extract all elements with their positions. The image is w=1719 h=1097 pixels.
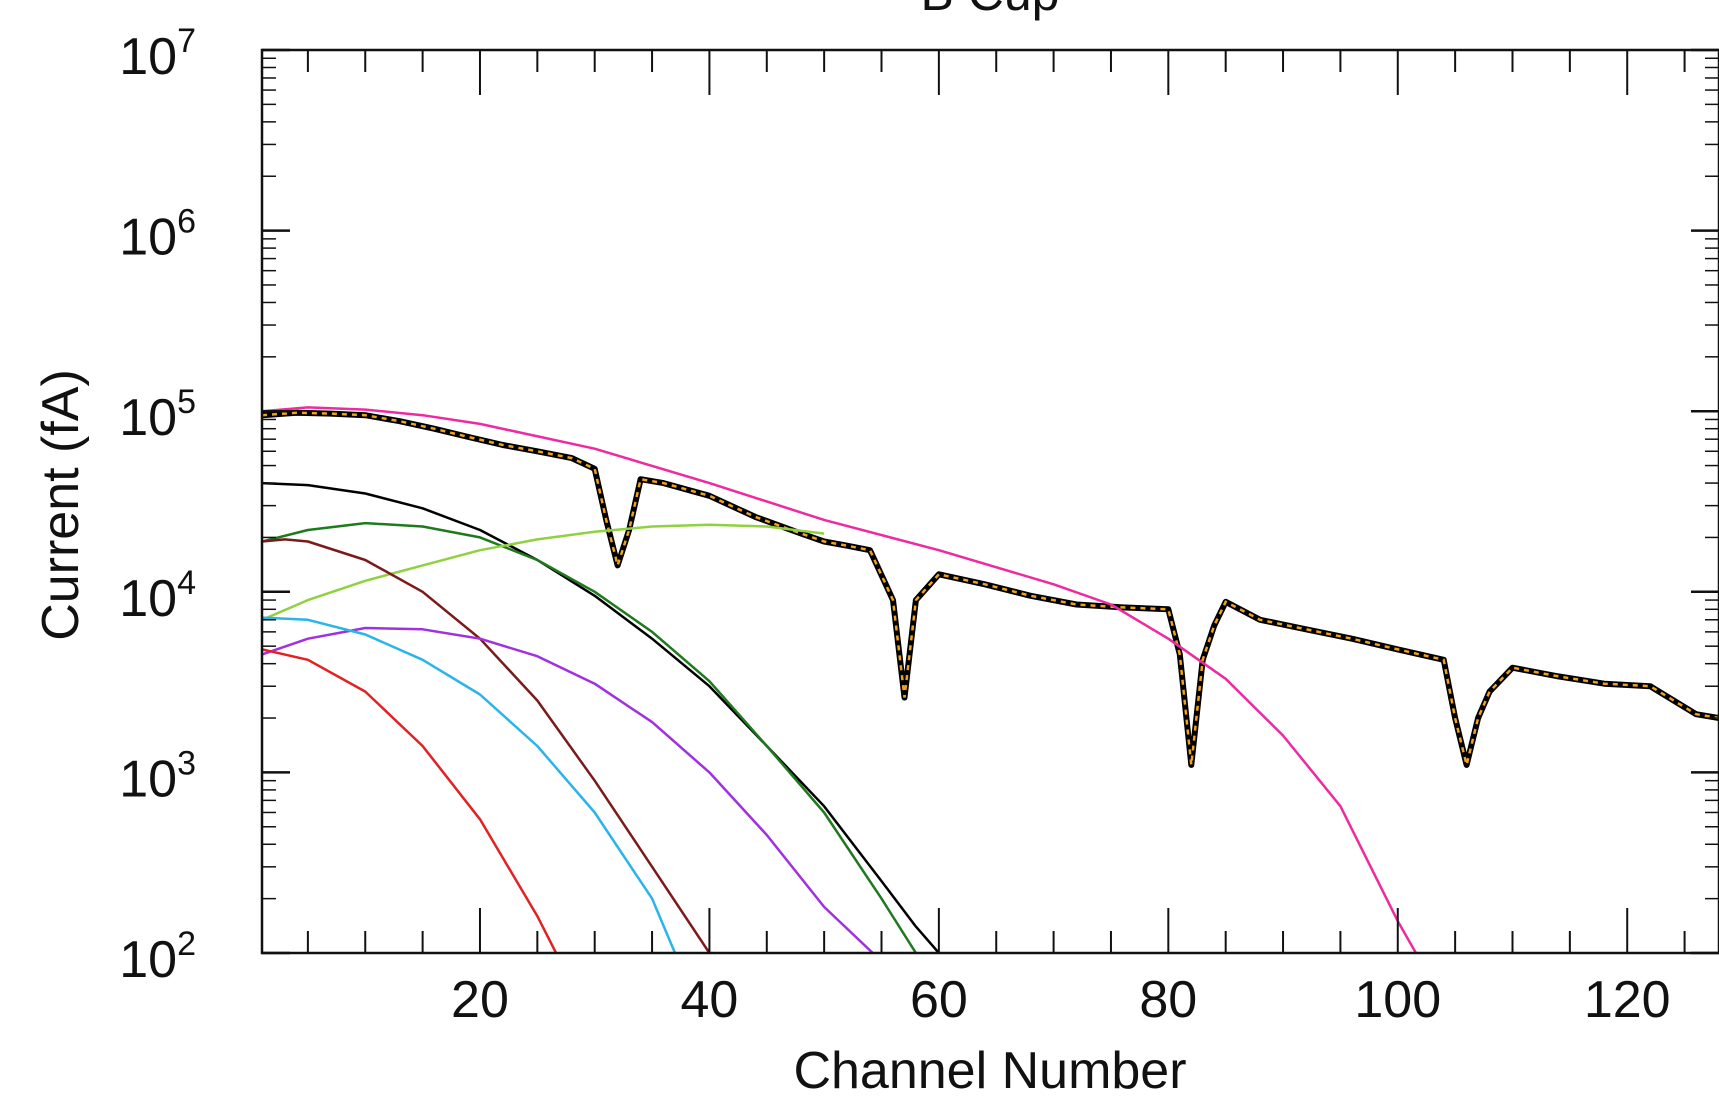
y-axis-label: Current (fA) [32, 369, 90, 641]
y-tick-label: 106 [119, 203, 196, 267]
y-tick-label: 104 [119, 564, 196, 628]
plot-frame [260, 48, 1719, 955]
series-line-2 [262, 481, 940, 953]
axes-layer: 20 40 60 80 100 120 102 103 104 105 106 107 [119, 22, 1719, 1029]
series-line-4 [262, 523, 825, 621]
y-tick-label: 105 [119, 383, 196, 447]
series-layer [262, 406, 1719, 953]
x-tick-label: 60 [910, 971, 968, 1029]
chart-title: B Cup [921, 0, 1060, 21]
x-tick-label: 100 [1354, 971, 1441, 1029]
x-tick-label: 120 [1584, 971, 1671, 1029]
x-tick-label: 40 [681, 971, 739, 1029]
x-tick-label: 80 [1139, 971, 1197, 1029]
series-line-7 [262, 616, 677, 953]
series-line-8 [262, 648, 558, 953]
series-line-0 [262, 409, 1719, 768]
y-tick-label: 107 [119, 22, 196, 86]
y-tick-label: 103 [119, 744, 196, 808]
series-line-5 [262, 538, 711, 953]
series-line-1 [262, 406, 1418, 953]
series-line-6 [262, 626, 875, 953]
series-line-3 [262, 521, 917, 953]
series-line-0-overlay [262, 411, 1719, 766]
x-tick-label: 20 [451, 971, 509, 1029]
x-axis-label: Channel Number [793, 1042, 1186, 1097]
y-tick-label: 102 [119, 925, 196, 989]
